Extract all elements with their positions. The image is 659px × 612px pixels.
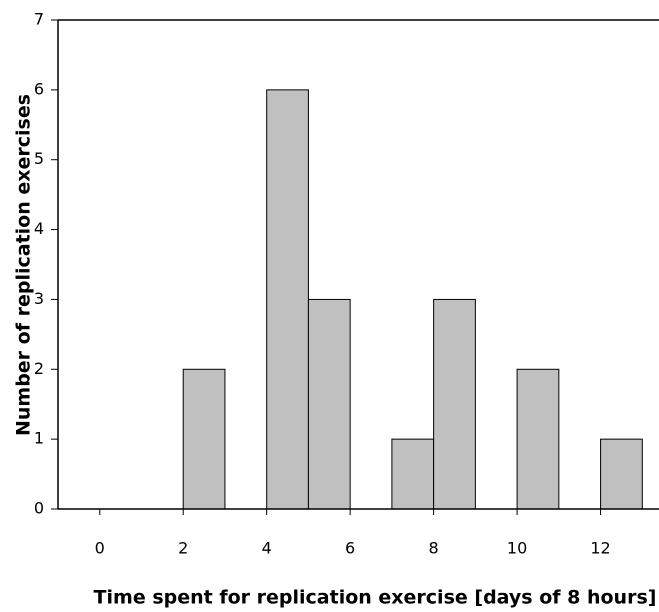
y-tick-label: 1 xyxy=(34,429,44,448)
bar xyxy=(391,438,435,510)
x-axis-label: Time spent for replication exercise [day… xyxy=(94,587,657,609)
bar xyxy=(516,368,560,510)
bar xyxy=(433,298,476,510)
x-tick-label: 8 xyxy=(429,539,439,558)
bar xyxy=(307,298,351,510)
x-tick-label: 2 xyxy=(178,539,188,558)
bar xyxy=(266,89,309,510)
bar xyxy=(182,368,226,510)
y-tick-label: 3 xyxy=(34,289,44,308)
y-tick-label: 2 xyxy=(34,359,44,378)
x-tick-label: 12 xyxy=(590,539,610,558)
y-tick-label: 7 xyxy=(34,10,44,29)
y-tick-label: 0 xyxy=(34,499,44,518)
y-tick-label: 5 xyxy=(34,149,44,168)
bar xyxy=(600,438,643,510)
y-tick-label: 6 xyxy=(34,79,44,98)
x-tick-label: 10 xyxy=(507,539,527,558)
x-tick-label: 6 xyxy=(345,539,355,558)
x-tick-label: 0 xyxy=(95,539,105,558)
y-axis-label: Number of replication exercises xyxy=(13,94,35,436)
y-tick-label: 4 xyxy=(34,219,44,238)
x-tick-label: 4 xyxy=(262,539,272,558)
